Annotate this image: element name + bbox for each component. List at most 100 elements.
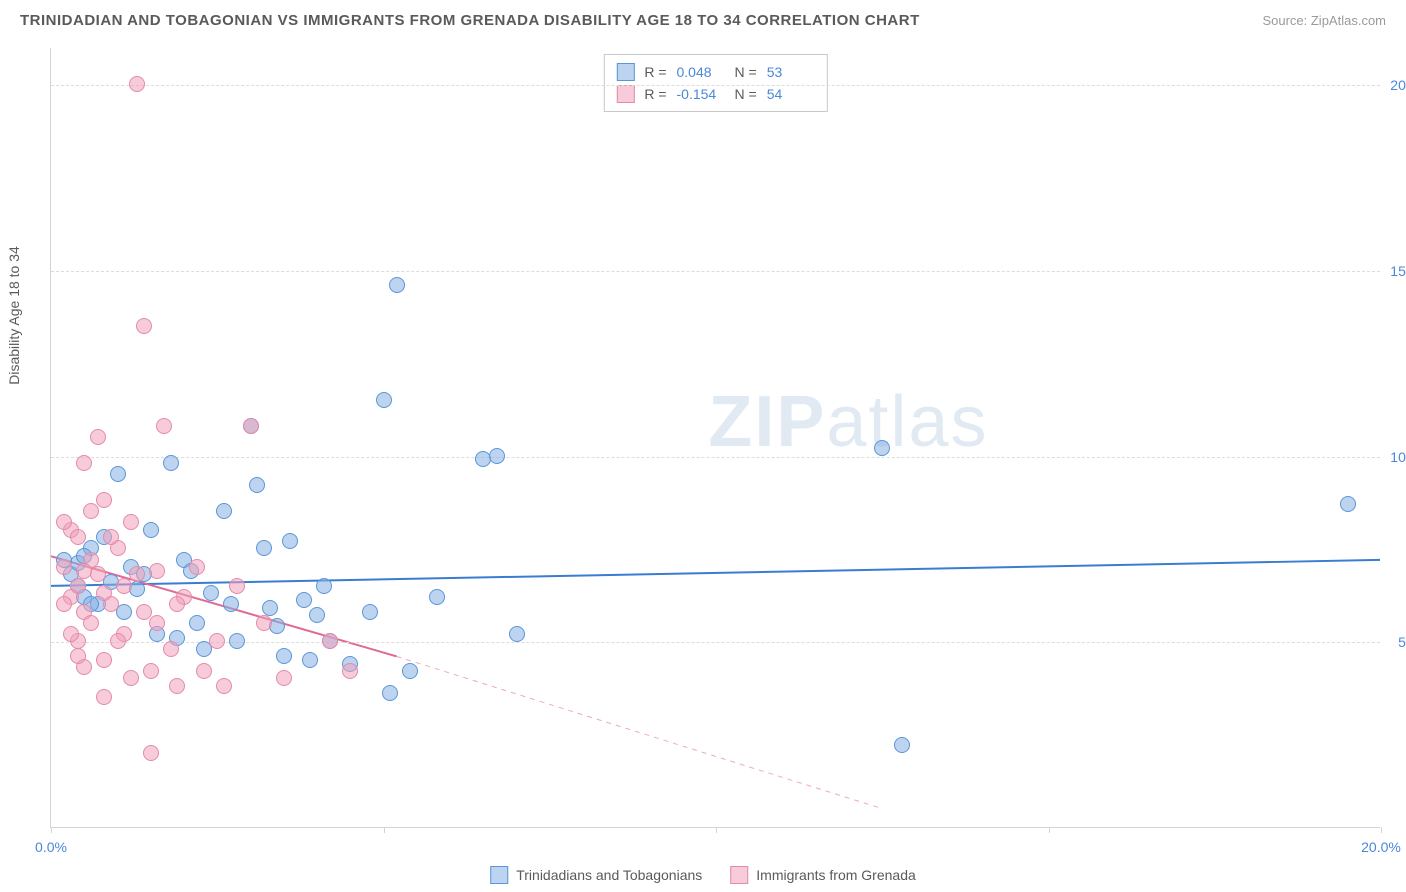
scatter-point [1340,496,1356,512]
scatter-point [83,615,99,631]
n-label: N = [735,64,757,80]
scatter-point [189,615,205,631]
scatter-point [110,466,126,482]
y-tick-label: 5.0% [1385,634,1406,650]
series-legend: Trinidadians and Tobagonians Immigrants f… [490,866,916,884]
scatter-point [322,633,338,649]
x-tick-label: 20.0% [1361,839,1401,855]
scatter-point [96,652,112,668]
scatter-point [189,559,205,575]
scatter-point [156,418,172,434]
x-tick [716,827,717,833]
gridline [51,457,1380,458]
scatter-point [123,670,139,686]
scatter-point [76,455,92,471]
y-tick-label: 20.0% [1385,77,1406,93]
scatter-point [282,533,298,549]
scatter-point [276,670,292,686]
x-tick [1381,827,1382,833]
x-tick [384,827,385,833]
scatter-point [229,633,245,649]
n-value: 53 [767,64,815,80]
scatter-point [163,641,179,657]
scatter-point [389,277,405,293]
scatter-point [302,652,318,668]
legend-swatch [730,866,748,884]
scatter-point [136,318,152,334]
scatter-point [216,503,232,519]
chart-plot-area: ZIPatlas R =0.048N =53R =-0.154N =54 5.0… [50,48,1380,828]
scatter-point [223,596,239,612]
scatter-point [96,689,112,705]
scatter-point [209,633,225,649]
scatter-point [129,76,145,92]
scatter-point [362,604,378,620]
scatter-point [169,678,185,694]
scatter-point [90,429,106,445]
scatter-point [203,585,219,601]
trend-line [397,656,882,808]
x-tick [1049,827,1050,833]
scatter-point [143,663,159,679]
r-value: -0.154 [677,86,725,102]
scatter-point [56,559,72,575]
scatter-point [429,589,445,605]
r-label: R = [644,64,666,80]
scatter-point [196,663,212,679]
scatter-point [110,633,126,649]
scatter-point [143,522,159,538]
scatter-point [70,529,86,545]
scatter-point [96,492,112,508]
scatter-point [262,600,278,616]
scatter-point [70,648,86,664]
scatter-point [402,663,418,679]
chart-source: Source: ZipAtlas.com [1262,13,1386,28]
scatter-point [276,648,292,664]
scatter-point [163,455,179,471]
stats-legend-row: R = -0.154 N = 54 [616,83,814,105]
scatter-point [509,626,525,642]
x-tick [51,827,52,833]
scatter-point [76,563,92,579]
scatter-point [63,626,79,642]
legend-label: Trinidadians and Tobagonians [516,867,702,883]
scatter-point [116,578,132,594]
scatter-point [169,596,185,612]
scatter-point [309,607,325,623]
scatter-point [249,477,265,493]
scatter-point [894,737,910,753]
legend-swatch [616,63,634,81]
scatter-point [149,563,165,579]
scatter-point [382,685,398,701]
y-axis-label: Disability Age 18 to 34 [6,246,22,385]
y-tick-label: 15.0% [1385,263,1406,279]
scatter-point [376,392,392,408]
scatter-point [83,503,99,519]
scatter-point [143,745,159,761]
trend-lines [51,48,1380,827]
n-label: N = [735,86,757,102]
n-value: 54 [767,86,815,102]
scatter-point [489,448,505,464]
scatter-point [256,615,272,631]
scatter-point [316,578,332,594]
scatter-point [136,604,152,620]
legend-label: Immigrants from Grenada [756,867,916,883]
legend-swatch [490,866,508,884]
scatter-point [874,440,890,456]
r-label: R = [644,86,666,102]
chart-title: TRINIDADIAN AND TOBAGONIAN VS IMMIGRANTS… [20,12,920,29]
legend-item: Immigrants from Grenada [730,866,916,884]
y-tick-label: 10.0% [1385,449,1406,465]
scatter-point [296,592,312,608]
watermark: ZIPatlas [708,381,988,463]
scatter-point [216,678,232,694]
stats-legend-row: R =0.048N =53 [616,61,814,83]
gridline [51,642,1380,643]
stats-legend: R =0.048N =53R =-0.154N =54 [603,54,827,112]
gridline [51,85,1380,86]
gridline [51,271,1380,272]
scatter-point [96,585,112,601]
scatter-point [103,529,119,545]
scatter-point [123,514,139,530]
